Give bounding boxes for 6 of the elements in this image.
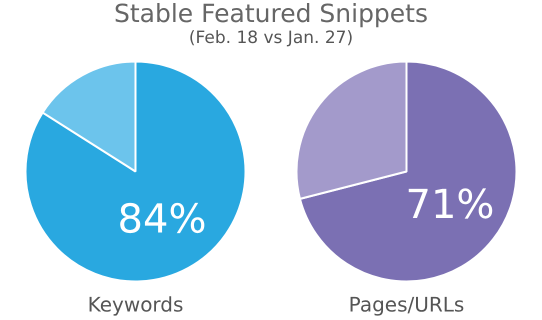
data-label: 84% [118, 196, 206, 243]
chart-title: Stable Featured Snippets [112, 0, 430, 28]
text: Keywords [88, 292, 184, 316]
data-label: 71% [406, 182, 494, 228]
chart-subtitle: (Feb. 18 vs Jan. 27) [188, 28, 354, 48]
text: Pages/URLs [348, 292, 464, 316]
